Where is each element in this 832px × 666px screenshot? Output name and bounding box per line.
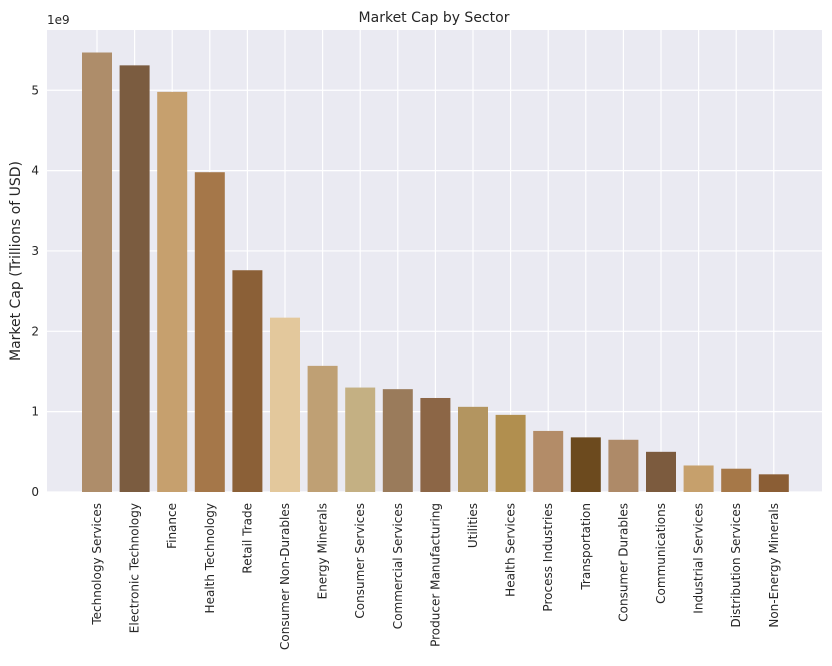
chart-title: Market Cap by Sector [359, 10, 510, 26]
x-tick-label: Consumer Services [353, 503, 367, 619]
bar-process-industries [533, 430, 564, 492]
x-tick-label: Commercial Services [391, 503, 405, 629]
x-tick-label: Electronic Technology [128, 503, 142, 633]
y-tick-label: 3 [31, 244, 39, 258]
bar-transportation [570, 437, 601, 492]
x-tick-label: Consumer Non-Durables [278, 503, 292, 650]
bar-health-services [495, 414, 526, 492]
x-tick-label: Non-Energy Minerals [767, 503, 781, 628]
bar-non-energy-minerals [758, 474, 789, 492]
x-tick-label: Industrial Services [692, 503, 706, 614]
bar-consumer-durables [608, 439, 639, 492]
y-axis-label: Market Cap (Trillions of USD) [8, 161, 24, 361]
bar-finance [157, 91, 188, 492]
bar-electronic-technology [119, 65, 150, 493]
bar-health-technology [194, 172, 225, 493]
bar-utilities [458, 406, 488, 492]
x-tick-label: Technology Services [90, 503, 104, 626]
bar-distribution-services [721, 468, 752, 492]
bar-consumer-services [345, 387, 376, 492]
x-tick-label: Producer Manufacturing [428, 503, 442, 647]
x-tick-label: Communications [654, 503, 668, 604]
x-tick-label: Health Services [504, 503, 518, 597]
bar-commercial-services [382, 389, 413, 492]
x-tick-label: Consumer Durables [616, 503, 630, 622]
y-tick-label: 2 [31, 324, 39, 338]
x-tick-label: Health Technology [203, 503, 217, 613]
x-tick-label: Finance [165, 503, 179, 549]
bar-technology-services [82, 52, 112, 493]
x-axis-ticks: Technology Services Electronic Technology… [90, 503, 781, 650]
y-axis-offset-label: 1e9 [47, 13, 70, 27]
x-tick-label: Process Industries [541, 503, 555, 612]
bars [82, 52, 789, 493]
y-tick-label: 0 [31, 485, 39, 499]
x-tick-label: Transportation [579, 503, 593, 591]
bar-consumer-non-durables [270, 317, 300, 492]
bar-retail-trade [232, 270, 263, 492]
y-tick-label: 5 [31, 83, 39, 97]
y-tick-label: 1 [31, 405, 39, 419]
bar-industrial-services [683, 465, 714, 492]
bar-producer-manufacturing [420, 397, 451, 492]
y-tick-label: 4 [31, 164, 39, 178]
x-tick-label: Energy Minerals [316, 503, 330, 599]
x-tick-label: Retail Trade [240, 503, 254, 574]
y-axis-ticks: 0 1 2 3 4 5 [31, 83, 39, 499]
x-tick-label: Distribution Services [729, 503, 743, 627]
bar-energy-minerals [307, 365, 338, 492]
x-tick-label: Utilities [466, 503, 480, 548]
bar-communications [646, 451, 676, 492]
